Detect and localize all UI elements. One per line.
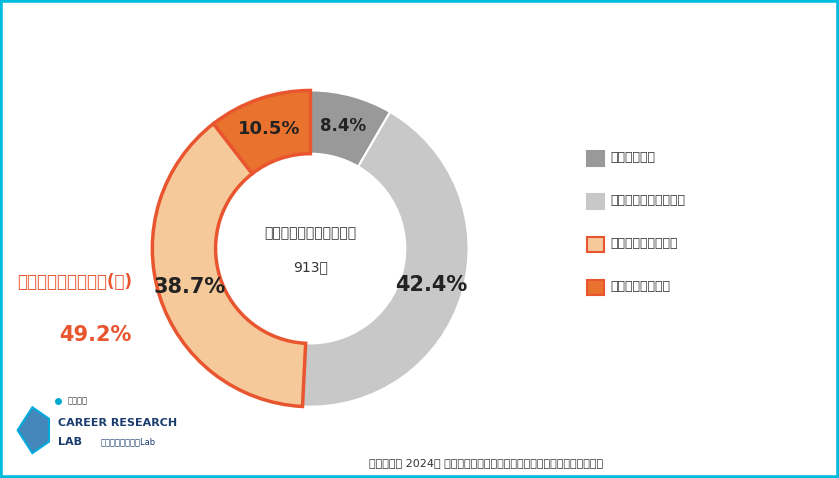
Text: 大学生アルバイト就業者: 大学生アルバイト就業者 bbox=[264, 226, 357, 240]
Text: 「マイナビ 2024年 アルバイト就業者の「年収の壁」に関するレポート」: 「マイナビ 2024年 アルバイト就業者の「年収の壁」に関するレポート」 bbox=[369, 458, 603, 468]
Text: CAREER RESEARCH: CAREER RESEARCH bbox=[58, 418, 177, 427]
Text: 38.7%: 38.7% bbox=[154, 276, 226, 296]
Text: 経済的なゆとりがあるか　単一回答: 経済的なゆとりがあるか 単一回答 bbox=[333, 19, 506, 37]
Polygon shape bbox=[18, 407, 49, 453]
Wedge shape bbox=[213, 90, 310, 174]
Text: 913名: 913名 bbox=[293, 261, 328, 274]
Text: ゆとりがある: ゆとりがある bbox=[610, 151, 655, 164]
Wedge shape bbox=[153, 124, 305, 406]
Text: マイナビ: マイナビ bbox=[67, 397, 87, 406]
Text: 全くゆとりがない: 全くゆとりがない bbox=[610, 280, 670, 293]
Text: キャリアリサーチLab: キャリアリサーチLab bbox=[101, 437, 156, 446]
Text: 10.5%: 10.5% bbox=[238, 120, 300, 138]
Text: ある程度ゆとりがある: ある程度ゆとりがある bbox=[610, 194, 685, 207]
Wedge shape bbox=[310, 90, 390, 167]
Text: あまりゆとりがない: あまりゆとりがない bbox=[610, 237, 677, 250]
Text: 42.4%: 42.4% bbox=[395, 274, 468, 294]
Text: LAB: LAB bbox=[58, 437, 82, 446]
Text: 8.4%: 8.4% bbox=[320, 118, 367, 135]
Wedge shape bbox=[303, 112, 468, 407]
Text: 49.2%: 49.2% bbox=[59, 325, 131, 345]
Text: 経済的ゆとりがない(計): 経済的ゆとりがない(計) bbox=[17, 273, 132, 291]
